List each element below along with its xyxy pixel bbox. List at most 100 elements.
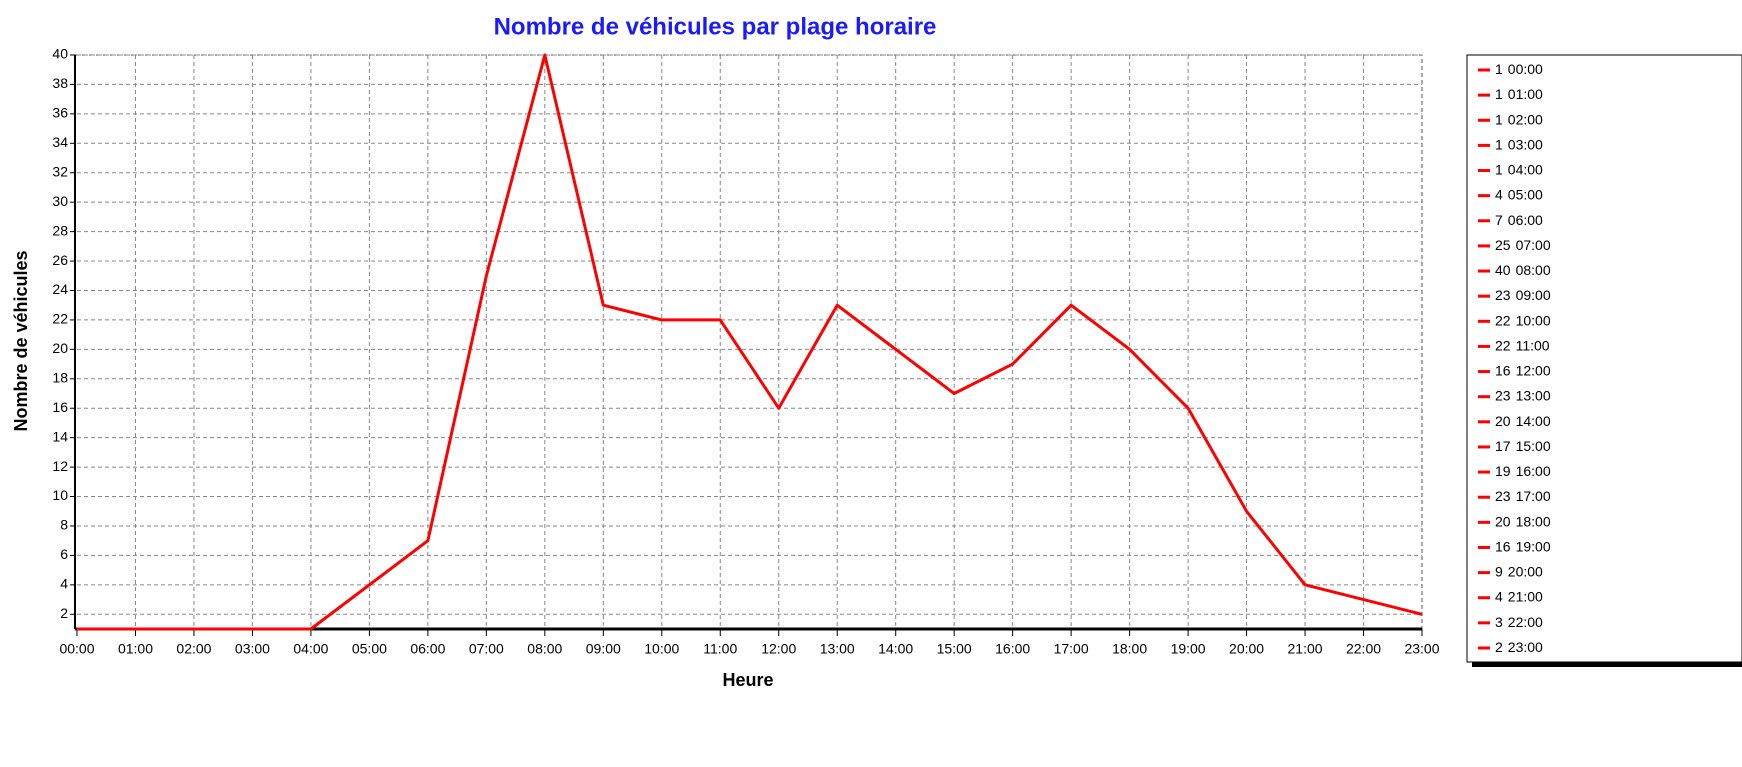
legend-label: 1 03:00 <box>1495 136 1543 152</box>
x-tick-label: 18:00 <box>1112 641 1147 657</box>
legend-category: 09:00 <box>1516 287 1551 303</box>
plot-frame <box>74 54 1423 630</box>
x-tick-label: 07:00 <box>469 641 504 657</box>
x-tick-label: 02:00 <box>176 641 211 657</box>
legend-value: 23 <box>1495 387 1511 403</box>
legend-label: 25 07:00 <box>1495 237 1551 253</box>
y-tick-label: 6 <box>60 546 68 562</box>
x-tick-label: 16:00 <box>995 641 1030 657</box>
x-tick-label: 10:00 <box>644 641 679 657</box>
x-tick-label: 19:00 <box>1171 641 1206 657</box>
legend-category: 02:00 <box>1508 111 1543 127</box>
legend-label: 4 05:00 <box>1495 186 1543 202</box>
legend-category: 11:00 <box>1516 337 1550 353</box>
legend-label: 4 21:00 <box>1495 588 1543 604</box>
legend-label: 1 01:00 <box>1495 86 1543 102</box>
legend-category: 14:00 <box>1516 413 1551 429</box>
y-tick-label: 40 <box>52 46 68 62</box>
legend-category: 07:00 <box>1516 237 1551 253</box>
legend-value: 3 <box>1495 614 1503 630</box>
legend-category: 08:00 <box>1516 262 1551 278</box>
y-tick-label: 22 <box>52 311 68 327</box>
legend-category: 06:00 <box>1508 211 1543 227</box>
legend-value: 17 <box>1495 438 1511 454</box>
legend-value: 4 <box>1495 186 1503 202</box>
legend-value: 19 <box>1495 463 1511 479</box>
y-tick-label: 12 <box>52 458 68 474</box>
legend-value: 20 <box>1495 413 1511 429</box>
y-tick-label: 36 <box>52 105 68 121</box>
legend-category: 22:00 <box>1508 614 1543 630</box>
y-tick-label: 4 <box>60 576 68 592</box>
legend-label: 7 06:00 <box>1495 211 1543 227</box>
legend-value: 1 <box>1495 136 1503 152</box>
x-tick-label: 03:00 <box>235 641 270 657</box>
legend-category: 21:00 <box>1508 588 1543 604</box>
legend-value: 1 <box>1495 111 1503 127</box>
x-tick-label: 05:00 <box>352 641 387 657</box>
y-tick-label: 30 <box>52 193 68 209</box>
legend-value: 1 <box>1495 61 1503 77</box>
x-tick-label: 09:00 <box>586 641 621 657</box>
x-tick-label: 00:00 <box>59 641 94 657</box>
legend-label: 23 13:00 <box>1495 387 1551 403</box>
legend-label: 1 02:00 <box>1495 111 1543 127</box>
legend-value: 40 <box>1495 262 1511 278</box>
legend-label: 20 18:00 <box>1495 513 1551 529</box>
x-tick-label: 15:00 <box>937 641 972 657</box>
legend-label: 2 23:00 <box>1495 639 1543 655</box>
y-tick-label: 14 <box>52 428 68 444</box>
legend-value: 9 <box>1495 563 1503 579</box>
y-tick-label: 20 <box>52 340 68 356</box>
y-tick-label: 26 <box>52 252 68 268</box>
x-tick-label: 08:00 <box>527 641 562 657</box>
legend-value: 7 <box>1495 211 1503 227</box>
chart-title: Nombre de véhicules par plage horaire <box>494 13 937 40</box>
legend-category: 01:00 <box>1508 86 1543 102</box>
x-tick-label: 12:00 <box>761 641 796 657</box>
legend-value: 16 <box>1495 538 1511 554</box>
legend-label: 23 17:00 <box>1495 488 1551 504</box>
legend-label: 23 09:00 <box>1495 287 1551 303</box>
legend-category: 16:00 <box>1516 463 1551 479</box>
legend-value: 2 <box>1495 639 1503 655</box>
y-tick-label: 28 <box>52 222 68 238</box>
x-axis-label: Heure <box>722 670 773 690</box>
legend-label: 3 22:00 <box>1495 614 1543 630</box>
x-tick-label: 13:00 <box>820 641 855 657</box>
legend-value: 16 <box>1495 362 1511 378</box>
y-tick-label: 16 <box>52 399 68 415</box>
legend-category: 03:00 <box>1508 136 1543 152</box>
legend-category: 19:00 <box>1516 538 1551 554</box>
x-tick-label: 14:00 <box>878 641 913 657</box>
y-tick-label: 18 <box>52 369 68 385</box>
x-tick-label: 11:00 <box>703 641 737 657</box>
legend-label: 16 19:00 <box>1495 538 1551 554</box>
x-tick-label: 06:00 <box>410 641 445 657</box>
legend-category: 20:00 <box>1508 563 1543 579</box>
y-tick-label: 38 <box>52 75 68 91</box>
legend-category: 05:00 <box>1508 186 1543 202</box>
legend-value: 4 <box>1495 588 1503 604</box>
legend-category: 12:00 <box>1516 362 1551 378</box>
legend-value: 22 <box>1495 337 1511 353</box>
legend-label: 20 14:00 <box>1495 413 1551 429</box>
legend-value: 1 <box>1495 161 1503 177</box>
legend-label: 22 11:00 <box>1495 337 1550 353</box>
legend-label: 40 08:00 <box>1495 262 1551 278</box>
legend-category: 23:00 <box>1508 639 1543 655</box>
y-tick-label: 32 <box>52 163 68 179</box>
y-tick-label: 24 <box>52 281 68 297</box>
legend-category: 18:00 <box>1516 513 1551 529</box>
legend-value: 22 <box>1495 312 1511 328</box>
legend-value: 23 <box>1495 488 1511 504</box>
y-tick-label: 2 <box>60 605 68 621</box>
x-tick-label: 21:00 <box>1288 641 1323 657</box>
legend-category: 00:00 <box>1508 61 1543 77</box>
x-tick-label: 20:00 <box>1229 641 1264 657</box>
y-tick-label: 8 <box>60 517 68 533</box>
legend-value: 25 <box>1495 237 1511 253</box>
legend-label: 1 00:00 <box>1495 61 1543 77</box>
x-tick-label: 23:00 <box>1404 641 1439 657</box>
